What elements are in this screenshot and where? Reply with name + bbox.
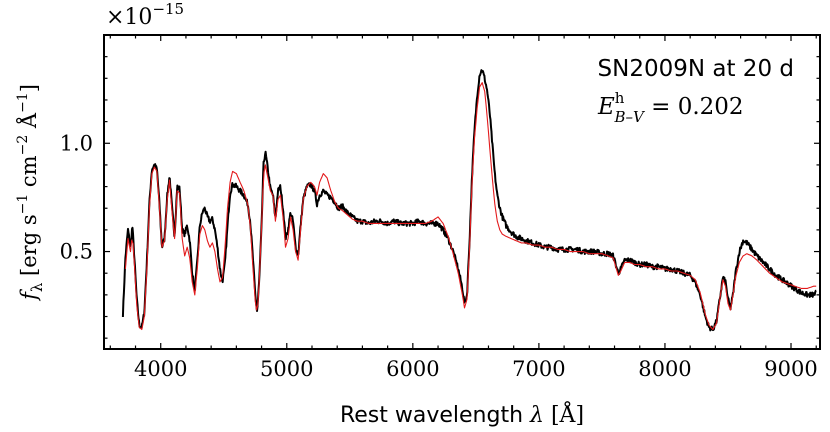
y-axis-label-unit3: Å bbox=[16, 112, 41, 135]
y-axis-label: fλ [erg s−1 cm−2 Å−1] bbox=[15, 84, 46, 302]
scale-factor-base: ×10 bbox=[106, 5, 152, 30]
ebv-annotation: Eh B–V = 0.202 bbox=[597, 89, 744, 126]
x-tick-label: 7000 bbox=[512, 357, 565, 381]
ebv-superscript: h bbox=[615, 89, 625, 107]
y-axis-label-exp2: −2 bbox=[15, 135, 31, 156]
minor-ticks bbox=[104, 34, 820, 349]
model-spectrum-line bbox=[124, 82, 817, 331]
x-tick-label: 8000 bbox=[638, 357, 691, 381]
plot-frame bbox=[103, 34, 821, 350]
scale-factor-exponent: −15 bbox=[152, 0, 184, 18]
ebv-value: = 0.202 bbox=[644, 94, 744, 120]
y-axis-label-unit1: [erg s bbox=[17, 214, 41, 282]
y-axis-label-group: fλ [erg s−1 cm−2 Å−1] bbox=[15, 84, 46, 302]
y-axis-label-close: ] bbox=[17, 84, 41, 92]
ebv-symbol: E bbox=[597, 94, 615, 120]
ebv-subscript: B–V bbox=[613, 108, 646, 126]
x-tick-label: 9000 bbox=[764, 357, 817, 381]
x-tick-label: 6000 bbox=[386, 357, 439, 381]
x-axis-label-unit: [Å] bbox=[544, 400, 584, 428]
x-tick-label: 5000 bbox=[260, 357, 313, 381]
y-axis-label-exp1: −1 bbox=[15, 194, 31, 215]
y-tick-labels: 0.5 1.0 bbox=[60, 131, 93, 263]
series-layer bbox=[121, 69, 817, 332]
object-annotation: SN2009N at 20 d bbox=[598, 56, 794, 82]
x-axis-label: Rest wavelength λ [Å] bbox=[340, 400, 584, 428]
y-axis-label-exp3: −1 bbox=[15, 92, 31, 113]
x-axis-label-text: Rest wavelength bbox=[340, 403, 530, 428]
x-tick-labels: 4000 5000 6000 7000 8000 9000 bbox=[134, 357, 818, 381]
scale-factor-label: ×10−15 bbox=[106, 0, 184, 30]
y-tick-label: 0.5 bbox=[60, 240, 93, 264]
y-axis-label-lambda: λ bbox=[28, 282, 46, 292]
y-axis-label-f: f bbox=[17, 289, 41, 302]
major-ticks bbox=[104, 35, 820, 349]
x-tick-label: 4000 bbox=[134, 357, 187, 381]
y-axis-label-unit2: cm bbox=[17, 155, 41, 193]
y-tick-label: 1.0 bbox=[60, 131, 93, 155]
x-axis-label-lambda: λ bbox=[529, 403, 544, 428]
